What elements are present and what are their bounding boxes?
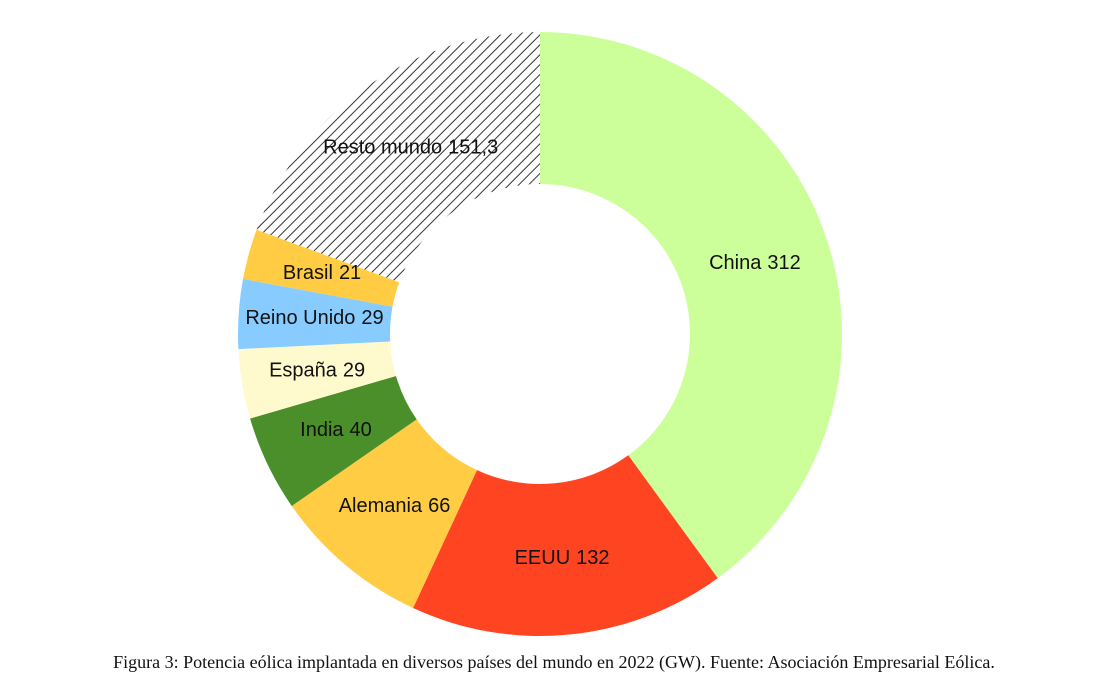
- slice-value: 151,3: [448, 137, 498, 159]
- slice-name: Alemania: [339, 495, 423, 517]
- slice-label: Reino Unido 29: [245, 307, 383, 329]
- slices: [238, 32, 842, 636]
- slice-name: China: [709, 252, 762, 274]
- slice-name: India: [300, 420, 344, 442]
- slice-value: 29: [343, 360, 365, 382]
- caption: Figura 3: Potencia eólica implantada en …: [113, 652, 995, 673]
- slice-label: Alemania 66: [339, 495, 451, 517]
- slice-value: 66: [428, 495, 450, 517]
- slice-label: Brasil 21: [283, 262, 361, 284]
- slice-name: Reino Unido: [245, 307, 355, 329]
- slice-value: 21: [339, 262, 361, 284]
- slice: [413, 455, 718, 636]
- slice-label: EEUU 132: [515, 547, 610, 569]
- slice-label: India 40: [300, 420, 372, 442]
- slice: [238, 341, 396, 419]
- slice-name: España: [269, 360, 338, 382]
- slice: [243, 229, 400, 307]
- slice: [238, 278, 393, 350]
- slice: [540, 32, 842, 579]
- slice-label: España 29: [269, 360, 365, 382]
- slice-name: Brasil: [283, 262, 333, 284]
- slice-value: 29: [361, 307, 383, 329]
- slice: [250, 375, 417, 506]
- slice-label: China 312: [709, 252, 801, 274]
- slice-label: Resto mundo 151,3: [323, 137, 498, 159]
- slice: [256, 32, 540, 283]
- slice-value: 312: [767, 252, 800, 274]
- slice-name: Resto mundo: [323, 137, 442, 159]
- slice-value: 132: [576, 547, 609, 569]
- slice-name: EEUU: [515, 547, 571, 569]
- slice-value: 40: [350, 420, 372, 442]
- slice: [291, 419, 477, 609]
